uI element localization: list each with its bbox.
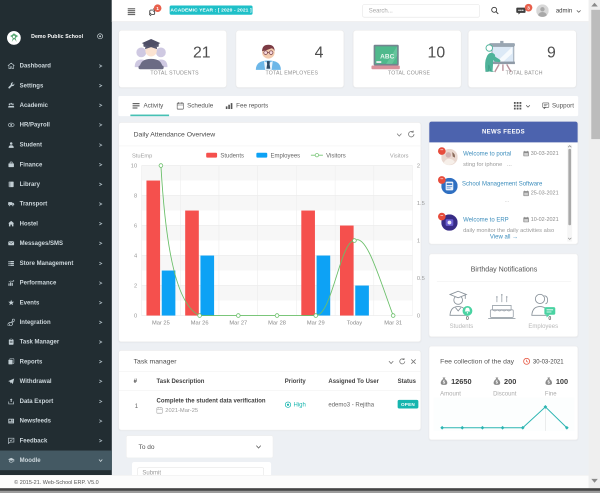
svg-text:Students: Students xyxy=(220,154,244,160)
svg-text:$: $ xyxy=(443,380,446,385)
svg-text:10: 10 xyxy=(131,163,137,169)
svg-text:1.5: 1.5 xyxy=(417,201,425,207)
svg-text:1: 1 xyxy=(417,238,420,244)
svg-text:6: 6 xyxy=(134,223,137,229)
svg-text:ABC: ABC xyxy=(380,53,394,60)
svg-text:$: $ xyxy=(496,380,499,385)
svg-text:Visitors: Visitors xyxy=(326,154,346,160)
svg-text:4: 4 xyxy=(134,253,138,259)
svg-text:2: 2 xyxy=(417,163,420,169)
svg-text:8: 8 xyxy=(134,193,137,199)
svg-text:0: 0 xyxy=(466,316,469,322)
svg-text:Employees: Employees xyxy=(271,154,301,160)
svg-text:Mar 28: Mar 28 xyxy=(268,320,286,326)
svg-text:0: 0 xyxy=(417,313,420,319)
svg-text:Mar 31: Mar 31 xyxy=(384,320,402,326)
svg-text:$: $ xyxy=(548,380,551,385)
svg-text:Visitors: Visitors xyxy=(390,154,409,160)
svg-text:0: 0 xyxy=(134,313,137,319)
svg-text:2: 2 xyxy=(134,283,137,289)
svg-text:Mar 29: Mar 29 xyxy=(307,320,325,326)
svg-text:0.5: 0.5 xyxy=(417,276,425,282)
svg-text:Mar 25: Mar 25 xyxy=(152,320,170,326)
svg-text:StuEmp: StuEmp xyxy=(132,154,152,160)
svg-text:0: 0 xyxy=(548,316,551,322)
svg-text:Today: Today xyxy=(347,320,362,326)
svg-text:Mar 27: Mar 27 xyxy=(229,320,247,326)
svg-text:Mar 26: Mar 26 xyxy=(191,320,209,326)
